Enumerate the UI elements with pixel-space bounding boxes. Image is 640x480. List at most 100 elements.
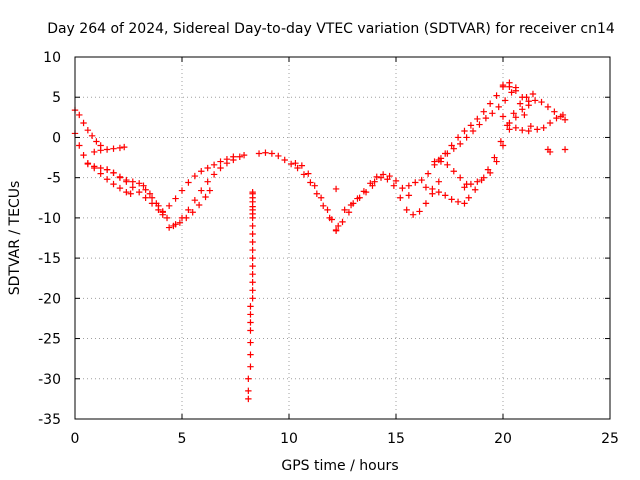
- data-point: [80, 151, 87, 159]
- series-arc-10: [245, 198, 256, 403]
- data-point: [247, 319, 254, 326]
- data-point: [210, 161, 218, 168]
- data-point: [512, 87, 520, 94]
- data-point: [249, 203, 256, 210]
- y-tick-label: -20: [38, 291, 61, 307]
- data-point: [116, 184, 124, 192]
- data-point: [471, 186, 479, 193]
- x-tick-label: 10: [280, 431, 298, 447]
- data-point: [450, 168, 457, 175]
- data-point: [185, 206, 192, 214]
- data-point: [559, 111, 567, 119]
- data-point: [189, 209, 196, 216]
- y-tick-label: -10: [38, 211, 61, 227]
- series-arc-23: [499, 81, 569, 123]
- data-point: [240, 151, 248, 159]
- data-point: [531, 97, 539, 104]
- data-point: [561, 146, 569, 153]
- data-point: [88, 132, 96, 140]
- data-point: [510, 110, 517, 117]
- data-point: [245, 395, 252, 403]
- data-point: [249, 230, 256, 238]
- data-point: [540, 124, 547, 131]
- data-point: [142, 186, 149, 193]
- y-tick-label: 0: [52, 130, 61, 146]
- data-point: [519, 106, 526, 113]
- data-point: [405, 182, 413, 189]
- data-point: [245, 375, 252, 382]
- data-point: [123, 188, 130, 196]
- data-point: [373, 173, 380, 181]
- y-tick-label: -30: [38, 372, 61, 388]
- data-point: [217, 164, 224, 172]
- data-point: [76, 111, 83, 119]
- data-point: [123, 176, 130, 184]
- data-point: [183, 214, 190, 222]
- data-point: [534, 126, 541, 133]
- data-point: [347, 201, 355, 209]
- x-tick-label: 25: [601, 431, 619, 447]
- data-point: [508, 89, 515, 96]
- data-point: [287, 160, 295, 168]
- series-arc-18: [422, 184, 468, 207]
- data-point: [247, 303, 254, 310]
- data-point: [268, 150, 276, 157]
- data-point: [386, 172, 393, 180]
- data-point: [546, 148, 554, 156]
- data-point: [165, 224, 173, 231]
- data-point: [467, 180, 475, 188]
- data-point: [489, 110, 496, 117]
- data-point: [140, 182, 147, 189]
- data-point: [127, 190, 134, 197]
- data-point: [129, 178, 136, 185]
- grid: [75, 57, 610, 419]
- data-point: [80, 119, 87, 127]
- data-point: [84, 160, 92, 168]
- data-point: [97, 170, 104, 177]
- series-arc-27: [332, 185, 340, 193]
- series-arc-11: [249, 188, 256, 218]
- series-arc-16: [371, 174, 442, 218]
- data-point: [324, 206, 331, 214]
- data-point: [176, 219, 184, 226]
- data-point: [247, 351, 254, 358]
- y-tick-label: -15: [38, 251, 61, 267]
- data-point: [249, 194, 256, 201]
- data-point: [476, 121, 483, 128]
- data-point: [170, 222, 177, 230]
- series-arc-13: [292, 159, 342, 230]
- data-point: [461, 127, 468, 135]
- data-point: [198, 187, 205, 194]
- data-point: [313, 190, 321, 197]
- data-point: [206, 187, 214, 194]
- data-point: [384, 176, 391, 183]
- data-point: [202, 193, 209, 201]
- data-point: [121, 143, 128, 151]
- series-arc-26: [544, 146, 569, 156]
- data-point: [551, 108, 558, 115]
- data-point: [525, 127, 532, 135]
- data-point: [247, 339, 254, 346]
- data-point: [249, 279, 256, 286]
- data-point: [110, 145, 117, 152]
- plot-frame: [74, 56, 611, 420]
- data-point: [146, 190, 154, 197]
- data-point: [159, 209, 166, 216]
- data-point: [546, 119, 554, 127]
- data-point: [519, 94, 526, 101]
- data-point: [412, 179, 419, 186]
- data-point: [249, 222, 256, 230]
- data-point: [448, 142, 455, 149]
- data-point: [474, 115, 481, 123]
- data-point: [236, 153, 243, 160]
- data-point: [153, 200, 160, 207]
- data-point: [191, 172, 199, 180]
- data-point: [486, 100, 494, 107]
- x-tick-label: 20: [494, 431, 512, 447]
- data-point: [392, 177, 400, 185]
- series-arc-2: [71, 130, 134, 197]
- data-point: [435, 188, 442, 196]
- data-point: [245, 387, 252, 395]
- data-point: [136, 180, 143, 187]
